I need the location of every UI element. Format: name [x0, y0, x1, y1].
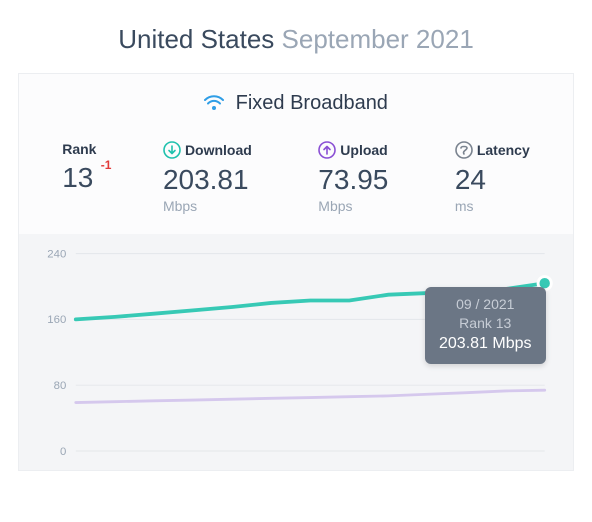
stat-latency-unit: ms	[455, 198, 530, 214]
title-location: United States	[118, 24, 274, 54]
svg-text:160: 160	[47, 314, 66, 326]
chart-tooltip: 09 / 2021 Rank 13 203.81 Mbps	[425, 287, 546, 364]
stat-download-value: 203.81	[163, 165, 252, 196]
rank-delta: -1	[101, 159, 112, 172]
wifi-icon	[204, 94, 230, 116]
tooltip-date: 09 / 2021	[439, 295, 532, 314]
card-title: Fixed Broadband	[19, 74, 573, 127]
tooltip-value: 203.81 Mbps	[439, 333, 532, 355]
download-arrow-icon	[163, 141, 181, 159]
svg-text:240: 240	[47, 248, 66, 260]
stat-upload-unit: Mbps	[318, 198, 388, 214]
stat-latency-label: Latency	[477, 142, 530, 158]
stat-download: Download 203.81 Mbps	[163, 141, 252, 214]
stat-download-unit: Mbps	[163, 198, 252, 214]
svg-text:0: 0	[60, 446, 66, 458]
latency-icon	[455, 141, 473, 159]
stat-rank-value: 13 -1	[62, 163, 93, 194]
stat-latency-value: 24	[455, 165, 530, 196]
card-title-text: Fixed Broadband	[236, 92, 388, 114]
upload-arrow-icon	[318, 141, 336, 159]
stat-upload-value: 73.95	[318, 165, 388, 196]
title-period: September 2021	[282, 24, 474, 54]
stat-rank-label: Rank	[62, 141, 96, 157]
broadband-card: Fixed Broadband Rank 13 -1 Download 203.…	[18, 73, 574, 471]
stat-upload: Upload 73.95 Mbps	[318, 141, 388, 214]
svg-text:80: 80	[54, 380, 67, 392]
speed-chart: 0 80 160 240 09 / 2021 Rank 13 203.81 Mbps	[19, 234, 573, 470]
stats-row: Rank 13 -1 Download 203.81 Mbps	[19, 127, 573, 234]
page-title: United States September 2021	[0, 0, 592, 73]
stat-latency: Latency 24 ms	[455, 141, 530, 214]
stat-upload-label: Upload	[340, 142, 387, 158]
stat-download-label: Download	[185, 142, 252, 158]
stat-rank: Rank 13 -1	[62, 141, 96, 214]
tooltip-rank: Rank 13	[439, 314, 532, 333]
